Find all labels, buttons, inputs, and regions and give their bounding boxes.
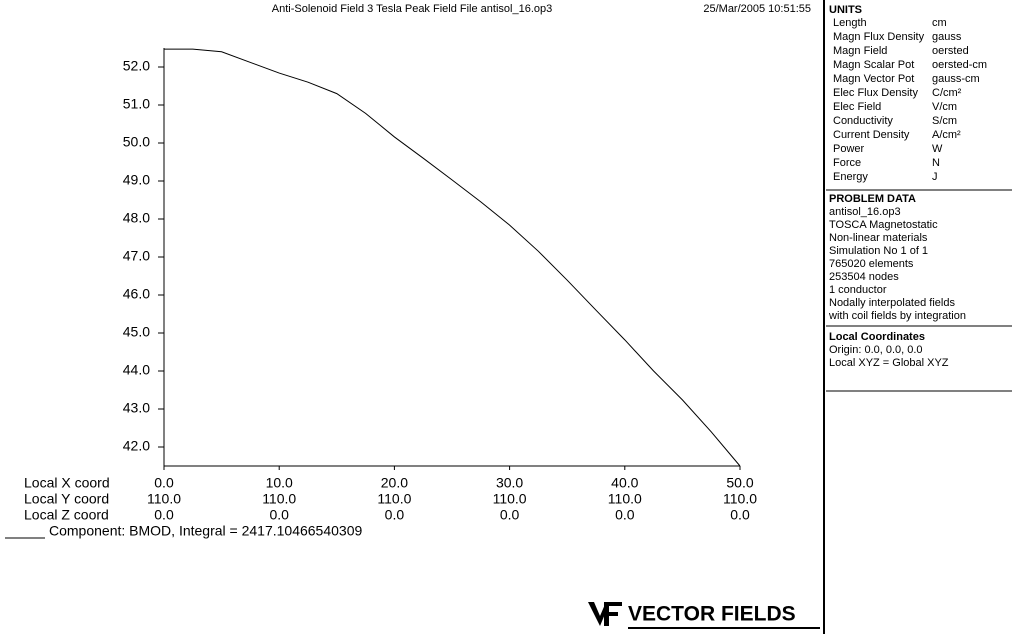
unit-name: Magn Scalar Pot <box>833 59 914 71</box>
unit-value: oersted-cm <box>932 59 987 71</box>
z-coord-value: 0.0 <box>154 507 174 523</box>
problem-line: Nodally interpolated fields <box>829 297 955 309</box>
x-tick-label: 0.0 <box>154 475 174 491</box>
unit-name: Elec Flux Density <box>833 87 918 99</box>
y-tick-label: 51.0 <box>123 96 150 112</box>
unit-name: Magn Vector Pot <box>833 73 914 85</box>
unit-name: Magn Flux Density <box>833 31 925 43</box>
unit-name: Force <box>833 157 861 169</box>
problem-line: 253504 nodes <box>829 271 899 283</box>
y-tick-label: 45.0 <box>123 324 150 340</box>
y-coord-value: 110.0 <box>147 491 181 507</box>
logo-text: VECTOR FIELDS <box>628 603 796 626</box>
unit-value: gauss <box>932 31 962 43</box>
x-tick-label: 40.0 <box>611 475 638 491</box>
problem-line: TOSCA Magnetostatic <box>829 219 938 231</box>
logo: VECTOR FIELDS <box>588 602 820 629</box>
unit-name: Length <box>833 17 867 29</box>
local-line: Origin: 0.0, 0.0, 0.0 <box>829 344 923 356</box>
y-coord-value: 110.0 <box>608 491 642 507</box>
legend-label: Component: BMOD, Integral = 2417.1046654… <box>49 523 362 539</box>
y-coord-value: 110.0 <box>377 491 411 507</box>
y-coord-value: 110.0 <box>493 491 527 507</box>
unit-value: S/cm <box>932 115 957 127</box>
local-line: Local XYZ = Global XYZ <box>829 357 949 369</box>
unit-value: N <box>932 157 940 169</box>
y-tick-label: 44.0 <box>123 362 150 378</box>
y-tick-label: 48.0 <box>123 210 150 226</box>
z-coord-value: 0.0 <box>500 507 520 523</box>
y-tick-label: 47.0 <box>123 248 150 264</box>
y-coord-label: Local Y coord <box>24 491 109 507</box>
data-line <box>164 48 741 467</box>
y-coord-value: 110.0 <box>723 491 757 507</box>
problem-line: Non-linear materials <box>829 232 928 244</box>
unit-name: Energy <box>833 171 868 183</box>
unit-value: oersted <box>932 45 969 57</box>
local-title: Local Coordinates <box>829 331 925 343</box>
unit-value: C/cm² <box>932 87 962 99</box>
y-tick-label: 52.0 <box>123 58 150 74</box>
unit-name: Conductivity <box>833 115 893 127</box>
problem-line: 1 conductor <box>829 284 887 296</box>
problem-line: Simulation No 1 of 1 <box>829 245 928 257</box>
problem-title: PROBLEM DATA <box>829 193 916 205</box>
unit-value: W <box>932 143 943 155</box>
z-coord-value: 0.0 <box>269 507 289 523</box>
x-tick-label: 30.0 <box>496 475 523 491</box>
timestamp: 25/Mar/2005 10:51:55 <box>703 3 811 15</box>
unit-name: Current Density <box>833 129 910 141</box>
unit-value: J <box>932 171 938 183</box>
problem-line: with coil fields by integration <box>828 310 966 322</box>
y-tick-label: 42.0 <box>123 438 150 454</box>
z-coord-value: 0.0 <box>385 507 405 523</box>
unit-name: Elec Field <box>833 101 881 113</box>
z-coord-value: 0.0 <box>730 507 750 523</box>
unit-value: A/cm² <box>932 129 961 141</box>
x-coord-label: Local X coord <box>24 475 110 491</box>
y-tick-label: 50.0 <box>123 134 150 150</box>
unit-name: Magn Field <box>833 45 887 57</box>
x-tick-label: 20.0 <box>381 475 408 491</box>
unit-value: V/cm <box>932 101 957 113</box>
z-coord-value: 0.0 <box>615 507 635 523</box>
units-title: UNITS <box>829 4 862 16</box>
x-tick-label: 50.0 <box>726 475 753 491</box>
unit-value: cm <box>932 17 947 29</box>
y-tick-label: 49.0 <box>123 172 150 188</box>
unit-value: gauss-cm <box>932 73 980 85</box>
y-tick-label: 46.0 <box>123 286 150 302</box>
logo-f <box>604 602 622 626</box>
y-tick-label: 43.0 <box>123 400 150 416</box>
z-coord-label: Local Z coord <box>24 507 109 523</box>
problem-line: antisol_16.op3 <box>829 206 901 218</box>
y-coord-value: 110.0 <box>262 491 296 507</box>
x-tick-label: 10.0 <box>266 475 293 491</box>
chart-title: Anti-Solenoid Field 3 Tesla Peak Field F… <box>272 3 552 15</box>
problem-line: 765020 elements <box>829 258 914 270</box>
unit-name: Power <box>833 143 865 155</box>
